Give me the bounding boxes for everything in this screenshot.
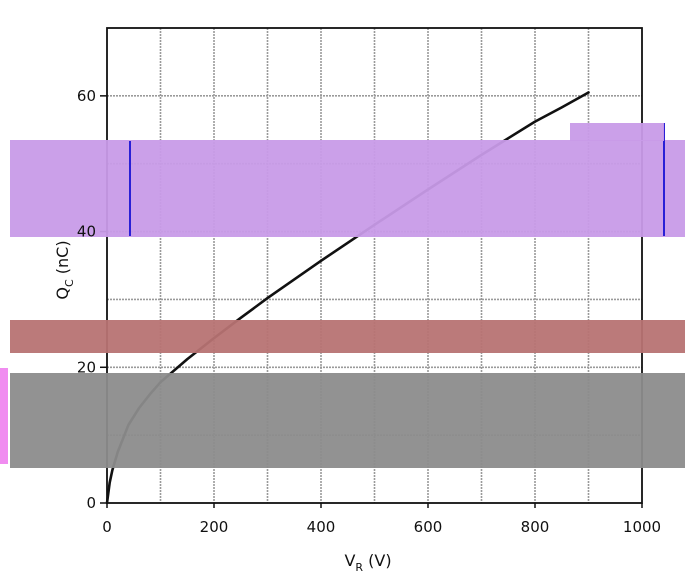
plot-frame-rect <box>106 27 643 504</box>
x-tick-label: 200 <box>200 518 229 536</box>
overlay-layer <box>0 123 685 468</box>
y-axis-title: QC (nC) <box>53 240 76 299</box>
overlay-band-red <box>10 320 685 353</box>
plot-frame <box>106 27 643 504</box>
x-axis-title: VR (V) <box>344 551 391 574</box>
overlay-band-purple <box>10 140 685 237</box>
y-tick-label: 60 <box>77 87 96 105</box>
y-tick-label: 0 <box>86 494 96 512</box>
label-layer: 0 200 400 600 800 1000 0 20 40 60 <box>77 87 661 536</box>
x-tick-label: 800 <box>521 518 550 536</box>
x-tick-label: 600 <box>414 518 443 536</box>
overlay-band-gray <box>10 373 685 468</box>
y-tick-label: 40 <box>77 223 96 241</box>
x-tick-label: 1000 <box>623 518 661 536</box>
y-tick-label: 20 <box>77 358 96 376</box>
overlay-band-purple-top <box>570 123 664 141</box>
x-tick-label: 0 <box>102 518 112 536</box>
x-tick-label: 400 <box>307 518 336 536</box>
overlay-left-tab <box>0 368 8 464</box>
